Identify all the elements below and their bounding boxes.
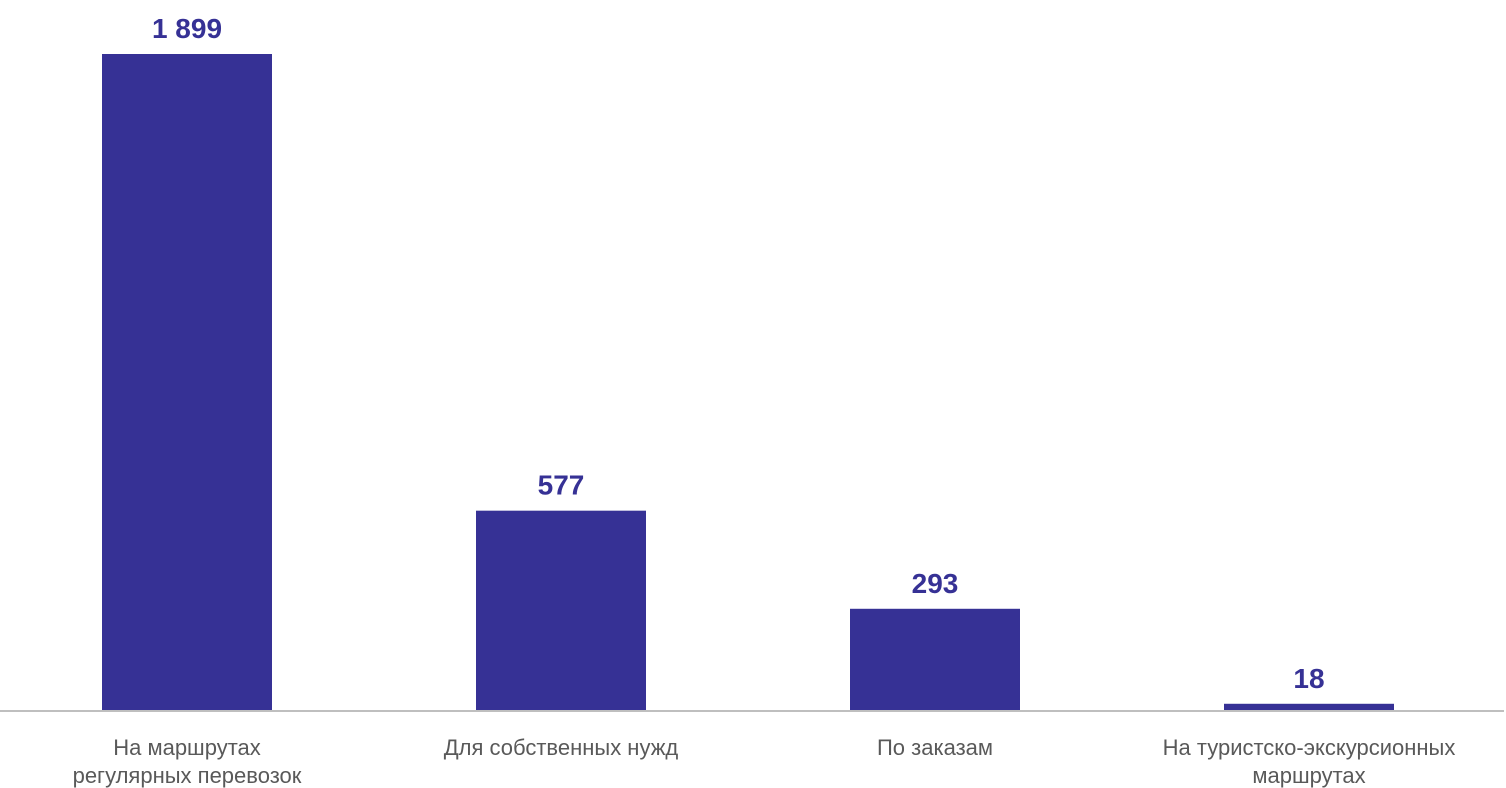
bars-group [102, 54, 1394, 710]
value-label-2: 293 [912, 568, 959, 599]
category-labels-group: На маршрутах регулярных перевозок Для собс… [73, 735, 1456, 788]
category-label-line: На туристско-экскурсионных [1163, 735, 1456, 760]
category-label-3: На туристско-экскурсионных маршрутах [1163, 735, 1456, 788]
category-label-line: маршрутах [1252, 763, 1365, 788]
bar-2 [850, 608, 1020, 710]
category-label-2: По заказам [877, 735, 993, 760]
bar-1 [476, 510, 646, 710]
value-label-1: 577 [538, 470, 585, 501]
bar-3 [1224, 703, 1394, 710]
category-label-1: Для собственных нужд [444, 735, 679, 760]
category-label-line: Для собственных нужд [444, 735, 679, 760]
category-label-line: На маршрутах [113, 735, 261, 760]
category-label-0: На маршрутах регулярных перевозок [73, 735, 302, 788]
value-label-0: 1 899 [152, 13, 222, 44]
category-label-line: регулярных перевозок [73, 763, 302, 788]
value-label-3: 18 [1293, 663, 1324, 694]
value-labels-group: 1 899 577 293 18 [152, 13, 1325, 694]
bar-0 [102, 54, 272, 710]
category-label-line: По заказам [877, 735, 993, 760]
